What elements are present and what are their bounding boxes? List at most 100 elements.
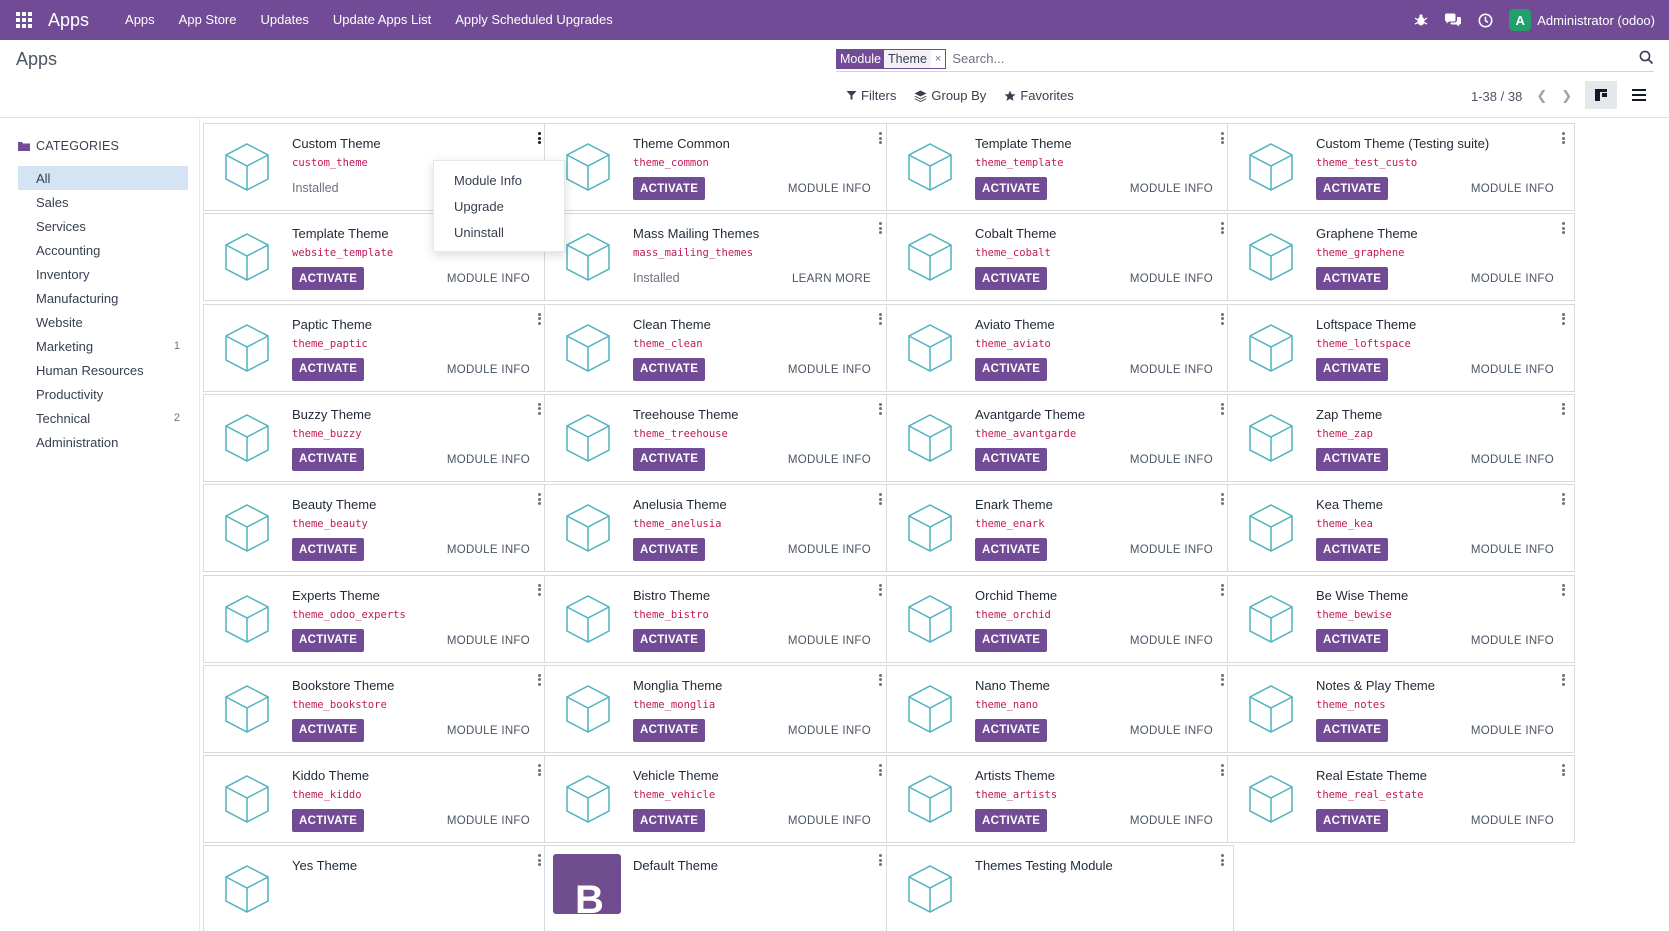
- module-info-link[interactable]: MODULE INFO: [446, 634, 530, 647]
- activate-button[interactable]: ACTIVATE: [1316, 809, 1389, 833]
- module-card[interactable]: Artists Theme theme_artists ACTIVATE MODULE…: [886, 755, 1234, 844]
- module-card[interactable]: Anelusia Theme theme_anelusia ACTIVATE MODU…: [544, 484, 892, 573]
- kebab-menu-icon[interactable]: [875, 130, 885, 146]
- module-info-link[interactable]: MODULE INFO: [1470, 183, 1554, 195]
- activate-button[interactable]: ACTIVATE: [975, 628, 1048, 652]
- module-info-link[interactable]: MODULE INFO: [446, 724, 530, 737]
- menu-item-apps[interactable]: Apps: [125, 12, 155, 27]
- activate-button[interactable]: ACTIVATE: [975, 177, 1048, 200]
- module-card[interactable]: Yes Theme: [203, 845, 551, 931]
- activate-button[interactable]: ACTIVATE: [1316, 628, 1389, 652]
- category-technical[interactable]: Technical 2: [18, 406, 188, 430]
- category-productivity[interactable]: Productivity: [18, 382, 188, 406]
- category-services[interactable]: Services: [18, 214, 188, 238]
- category-sales[interactable]: Sales: [18, 190, 188, 214]
- module-info-link[interactable]: MODULE INFO: [446, 815, 530, 828]
- kanban-view-icon[interactable]: [1585, 81, 1617, 109]
- kebab-menu-icon[interactable]: [534, 311, 544, 327]
- module-card[interactable]: Be Wise Theme theme_bewise ACTIVATE MODULE …: [1227, 574, 1575, 663]
- module-card[interactable]: Bookstore Theme theme_bookstore ACTIVATE MO…: [203, 664, 551, 753]
- dropdown-item-upgrade[interactable]: Upgrade: [454, 198, 504, 214]
- kebab-menu-icon[interactable]: [1558, 491, 1568, 507]
- module-info-link[interactable]: MODULE INFO: [446, 363, 530, 376]
- module-info-link[interactable]: MODULE INFO: [787, 363, 871, 376]
- pager-next-icon[interactable]: ❯: [1561, 88, 1573, 103]
- module-card[interactable]: Buzzy Theme theme_buzzy ACTIVATE MODULE INF…: [203, 393, 551, 482]
- kebab-menu-icon[interactable]: [1217, 491, 1227, 507]
- module-info-link[interactable]: MODULE INFO: [1129, 815, 1213, 828]
- kebab-menu-icon[interactable]: [534, 491, 544, 507]
- user-menu[interactable]: A Administrator (odoo): [1509, 9, 1655, 31]
- kebab-menu-icon[interactable]: [1217, 762, 1227, 778]
- activate-button[interactable]: ACTIVATE: [292, 809, 365, 833]
- module-card[interactable]: Enark Theme theme_enark ACTIVATE MODULE INF…: [886, 484, 1234, 573]
- module-info-link[interactable]: MODULE INFO: [1470, 544, 1554, 557]
- module-info-link[interactable]: MODULE INFO: [1129, 634, 1213, 647]
- module-card[interactable]: Cobalt Theme theme_cobalt ACTIVATE MODULE I…: [886, 213, 1234, 302]
- module-card[interactable]: Themes Testing Module: [886, 845, 1234, 931]
- kebab-menu-icon[interactable]: [875, 311, 885, 327]
- kebab-menu-icon[interactable]: [1558, 582, 1568, 598]
- activate-button[interactable]: ACTIVATE: [1316, 267, 1389, 291]
- module-card[interactable]: Treehouse Theme theme_treehouse ACTIVATE MO…: [544, 393, 892, 482]
- module-info-link[interactable]: MODULE INFO: [787, 453, 871, 466]
- menu-item-apply-scheduled-upgrades[interactable]: Apply Scheduled Upgrades: [455, 12, 613, 27]
- menu-item-update-apps-list[interactable]: Update Apps List: [332, 12, 432, 27]
- category-manufacturing[interactable]: Manufacturing: [18, 286, 188, 310]
- kebab-menu-icon[interactable]: [534, 672, 544, 688]
- kebab-menu-icon[interactable]: [875, 852, 885, 868]
- activate-button[interactable]: ACTIVATE: [633, 809, 706, 833]
- category-human-resources[interactable]: Human Resources: [18, 358, 188, 382]
- kebab-menu-icon[interactable]: [534, 582, 544, 598]
- kebab-menu-icon[interactable]: [534, 762, 544, 778]
- module-card[interactable]: Kea Theme theme_kea ACTIVATE MODULE INFO: [1227, 484, 1575, 573]
- module-info-link[interactable]: MODULE INFO: [1470, 273, 1554, 286]
- module-card[interactable]: Beauty Theme theme_beauty ACTIVATE MODULE I…: [203, 484, 551, 573]
- kebab-menu-icon[interactable]: [1217, 582, 1227, 598]
- module-info-link[interactable]: MODULE INFO: [1129, 183, 1213, 195]
- activate-button[interactable]: ACTIVATE: [975, 447, 1048, 471]
- activate-button[interactable]: ACTIVATE: [292, 628, 365, 652]
- activate-button[interactable]: ACTIVATE: [1316, 357, 1389, 381]
- favorites-button[interactable]: Favorites: [1004, 88, 1074, 103]
- module-card[interactable]: Paptic Theme theme_paptic ACTIVATE MODULE I…: [203, 303, 551, 392]
- module-info-link[interactable]: MODULE INFO: [787, 815, 871, 828]
- bug-icon[interactable]: [1414, 13, 1428, 27]
- module-info-link[interactable]: MODULE INFO: [1129, 724, 1213, 737]
- module-card[interactable]: Experts Theme theme_odoo_experts ACTIVATE M…: [203, 574, 551, 663]
- module-card[interactable]: Clean Theme theme_clean ACTIVATE MODULE INF…: [544, 303, 892, 392]
- search-icon[interactable]: [1639, 50, 1654, 68]
- list-view-icon[interactable]: [1623, 81, 1655, 109]
- module-card[interactable]: Kiddo Theme theme_kiddo ACTIVATE MODULE INF…: [203, 755, 551, 844]
- kebab-menu-icon[interactable]: [1217, 672, 1227, 688]
- module-card[interactable]: Avantgarde Theme theme_avantgarde ACTIVATE…: [886, 393, 1234, 482]
- module-card[interactable]: Vehicle Theme theme_vehicle ACTIVATE MODULE…: [544, 755, 892, 844]
- activate-button[interactable]: ACTIVATE: [633, 447, 706, 471]
- kebab-menu-icon[interactable]: [1558, 672, 1568, 688]
- module-info-link[interactable]: MODULE INFO: [1129, 544, 1213, 557]
- module-card[interactable]: Graphene Theme theme_graphene ACTIVATE MODU…: [1227, 213, 1575, 302]
- module-info-link[interactable]: MODULE INFO: [1470, 815, 1554, 828]
- dropdown-item-module-info[interactable]: Module Info: [454, 172, 522, 188]
- module-card[interactable]: Loftspace Theme theme_loftspace ACTIVATE MO…: [1227, 303, 1575, 392]
- category-administration[interactable]: Administration: [18, 430, 188, 454]
- kebab-menu-icon[interactable]: [875, 672, 885, 688]
- kebab-menu-icon[interactable]: [875, 491, 885, 507]
- module-card[interactable]: Template Theme theme_template ACTIVATE MODU…: [886, 123, 1234, 211]
- kebab-menu-icon[interactable]: [1558, 762, 1568, 778]
- module-info-link[interactable]: MODULE INFO: [787, 544, 871, 557]
- module-info-link[interactable]: MODULE INFO: [1129, 363, 1213, 376]
- category-inventory[interactable]: Inventory: [18, 262, 188, 286]
- activate-button[interactable]: ACTIVATE: [292, 538, 365, 562]
- filters-button[interactable]: Filters: [846, 88, 896, 103]
- group-by-button[interactable]: Group By: [914, 88, 986, 103]
- pager-value[interactable]: 1-38 / 38: [1471, 88, 1523, 104]
- module-info-link[interactable]: MODULE INFO: [446, 544, 530, 557]
- menu-item-app-store[interactable]: App Store: [178, 12, 237, 27]
- activate-button[interactable]: ACTIVATE: [292, 447, 365, 471]
- dropdown-item-uninstall[interactable]: Uninstall: [454, 224, 504, 240]
- module-card[interactable]: Theme Common theme_common ACTIVATE MODULE I…: [544, 123, 892, 211]
- facet-remove-icon[interactable]: ×: [934, 52, 942, 65]
- kebab-menu-icon[interactable]: [875, 401, 885, 417]
- module-info-link[interactable]: MODULE INFO: [1470, 363, 1554, 376]
